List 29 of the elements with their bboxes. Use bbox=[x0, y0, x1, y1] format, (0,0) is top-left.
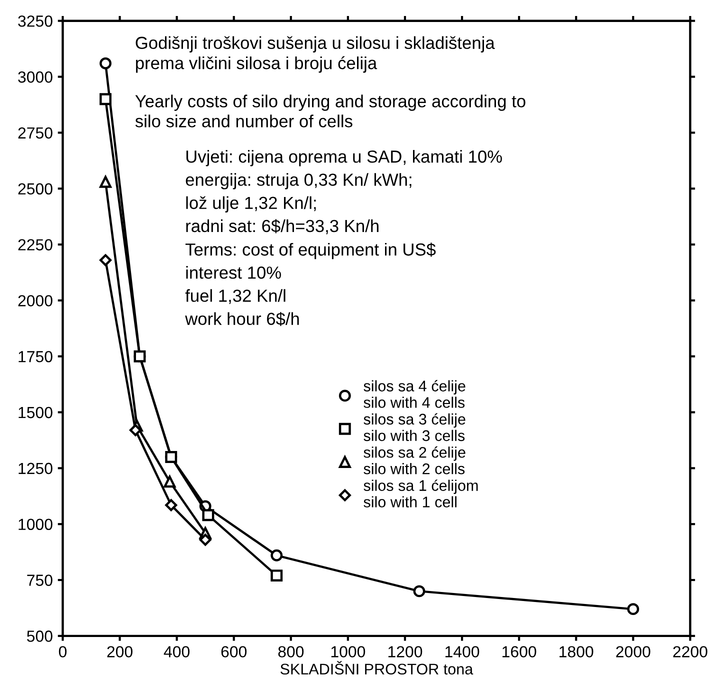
text: Godišnji troškovi sušenja u silosu i skladištenja prema vličini silosa i broju ćelija bbox=[136, 36, 495, 73]
y-tick-label: 2000 bbox=[18, 295, 52, 306]
x-tick-label: 1000 bbox=[331, 646, 366, 658]
x-tick-label: 2000 bbox=[616, 646, 650, 658]
legend-label: silos sa 1 ćelijom silo with 1 cell bbox=[364, 480, 478, 508]
y-tick-label: 3250 bbox=[18, 15, 52, 27]
x-tick-label: 400 bbox=[164, 646, 190, 658]
y-tick-label: 1750 bbox=[18, 350, 52, 362]
annotation: Uvjeti: cijena oprema u SAD, kamati 10% energija: struja 0,33 Kn/ kWh; lož ulje 1,32 Kn/l; radni sat: 6$/h=33,3 Kn/h Terms: cost of equipment in US$ interest 10% fuel 1,32 Kn/l work hour 6$/h bbox=[185, 150, 502, 326]
y-tick-label: 2750 bbox=[18, 127, 52, 139]
y-tick-label: 2500 bbox=[18, 183, 52, 195]
x-tick-label: 800 bbox=[278, 646, 304, 658]
x-tick-label: 1600 bbox=[502, 646, 536, 658]
y-tick-label: 3000 bbox=[18, 71, 52, 83]
text: Yearly costs of silo drying and storage according to silo size and number of cells bbox=[135, 94, 526, 128]
x-tick-label: 600 bbox=[221, 646, 247, 658]
x-tick-label: 1200 bbox=[388, 646, 422, 658]
x-tick-label: 2200 bbox=[673, 646, 708, 658]
x-tick-label: 1800 bbox=[560, 646, 594, 658]
y-tick-label: 500 bbox=[27, 630, 52, 642]
x-tick-label: 200 bbox=[107, 646, 132, 658]
y-tick-label: 1000 bbox=[18, 518, 52, 530]
x-tick-label: 1400 bbox=[445, 646, 480, 658]
y-tick-label: 1500 bbox=[18, 406, 52, 418]
y-tick-label: 1250 bbox=[18, 462, 52, 474]
x-axis-title: SKLADIŠNI PROSTOR tona bbox=[280, 661, 474, 675]
y-tick-label: 2250 bbox=[18, 239, 52, 250]
x-tick-label: 0 bbox=[58, 646, 67, 658]
y-tick-label: 750 bbox=[27, 574, 52, 586]
